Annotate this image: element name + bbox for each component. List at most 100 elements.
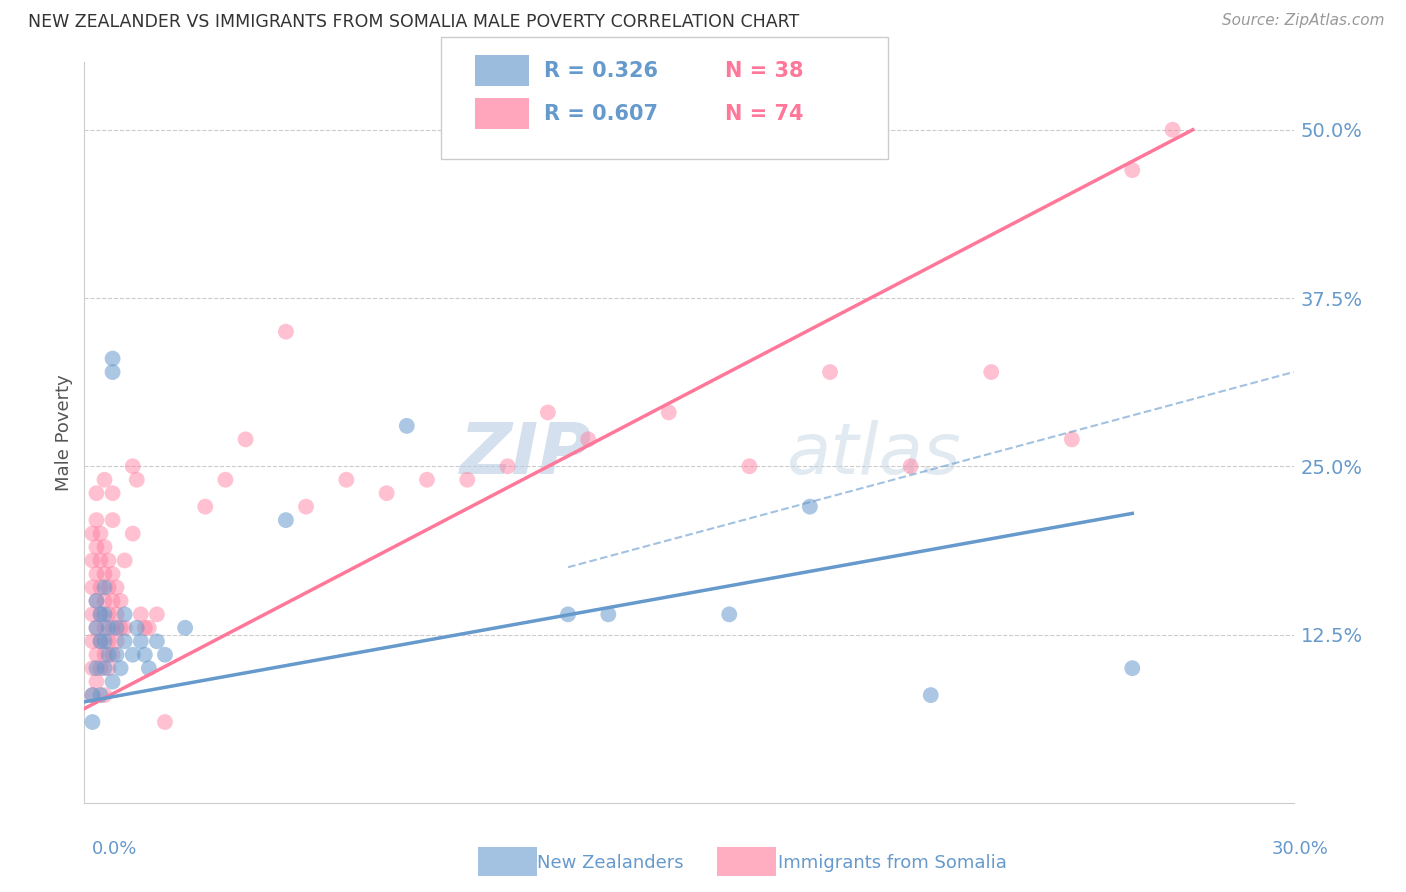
Point (97, 634, 120, 648)
Point (146, 607, 169, 622)
Point (97, 621, 120, 635)
Point (134, 648, 156, 662)
Point (900, 459, 922, 474)
Point (110, 621, 132, 635)
Bar (475, 55, 529, 87)
Point (105, 648, 128, 662)
Point (89, 607, 111, 622)
Point (82, 553, 104, 567)
Point (134, 621, 156, 635)
Point (214, 473, 236, 487)
Point (101, 513, 124, 527)
Point (105, 621, 128, 635)
Point (86, 566, 108, 581)
Point (1060, 433, 1083, 447)
Text: R = 0.607: R = 0.607 (544, 103, 658, 123)
Point (105, 634, 128, 648)
Point (980, 365, 1002, 379)
Point (82, 607, 104, 622)
FancyBboxPatch shape (441, 37, 889, 159)
Point (86, 674, 108, 689)
Point (1161, 122, 1184, 136)
Point (274, 325, 297, 339)
Point (295, 500, 318, 514)
Point (799, 500, 821, 514)
Point (89, 553, 111, 567)
Point (105, 607, 128, 622)
Point (89, 634, 111, 648)
Text: 30.0%: 30.0% (1272, 840, 1329, 858)
Point (920, 688, 942, 702)
Point (110, 594, 132, 608)
Point (82, 581, 104, 595)
Point (537, 405, 560, 419)
Point (110, 661, 132, 675)
Point (598, 607, 620, 622)
Point (97, 607, 120, 622)
Bar (475, 98, 529, 129)
Point (174, 621, 197, 635)
Point (86, 648, 108, 662)
Point (89, 688, 111, 702)
Point (93, 661, 115, 675)
Point (86, 513, 108, 527)
Point (93, 594, 115, 608)
Point (97, 553, 120, 567)
Point (93, 634, 115, 648)
Text: N = 74: N = 74 (725, 103, 804, 123)
Point (82, 714, 104, 729)
Point (818, 365, 841, 379)
Point (153, 648, 176, 662)
Point (86, 661, 108, 675)
Point (718, 607, 741, 622)
Point (274, 513, 297, 527)
Point (89, 526, 111, 541)
Point (105, 581, 128, 595)
Point (93, 688, 115, 702)
Y-axis label: Male Poverty: Male Poverty (55, 375, 73, 491)
Point (101, 566, 124, 581)
Text: atlas: atlas (786, 420, 960, 490)
Point (101, 486, 124, 500)
Point (121, 526, 143, 541)
Text: R = 0.326: R = 0.326 (544, 61, 658, 80)
Point (89, 661, 111, 675)
Point (82, 526, 104, 541)
Point (86, 486, 108, 500)
Point (416, 473, 439, 487)
Point (97, 581, 120, 595)
Point (86, 594, 108, 608)
Text: ZIP: ZIP (460, 420, 592, 490)
Point (125, 473, 148, 487)
Point (153, 714, 176, 729)
Point (121, 648, 143, 662)
Point (557, 607, 579, 622)
Point (129, 607, 152, 622)
Point (375, 486, 398, 500)
Point (114, 634, 136, 648)
Point (138, 661, 160, 675)
Point (86, 594, 108, 608)
Point (101, 365, 124, 379)
Text: 0.0%: 0.0% (91, 840, 136, 858)
Point (89, 581, 111, 595)
Point (121, 459, 143, 474)
Point (86, 621, 108, 635)
Point (114, 553, 136, 567)
Point (129, 634, 152, 648)
Point (89, 634, 111, 648)
Point (456, 473, 478, 487)
Text: Immigrants from Somalia: Immigrants from Somalia (778, 854, 1007, 871)
Point (1121, 661, 1143, 675)
Point (93, 621, 115, 635)
Point (82, 688, 104, 702)
Point (658, 405, 681, 419)
Point (738, 459, 761, 474)
Point (235, 433, 257, 447)
Point (86, 540, 108, 554)
Point (93, 566, 115, 581)
Point (101, 648, 124, 662)
Point (146, 634, 169, 648)
Point (93, 648, 115, 662)
Text: New Zealanders: New Zealanders (537, 854, 683, 871)
